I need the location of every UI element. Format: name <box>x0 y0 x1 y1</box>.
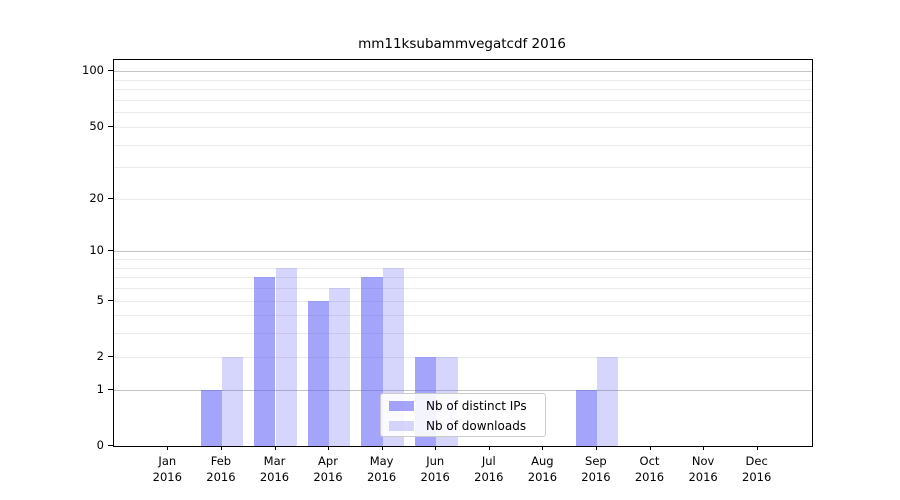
bar-distinct-ips <box>307 300 329 446</box>
x-tick-mark <box>756 446 758 450</box>
minor-gridline <box>114 300 812 302</box>
x-tick-mark <box>274 446 276 450</box>
legend-swatch-distinct-ips-icon <box>389 401 414 411</box>
y-tick-mark <box>108 388 113 390</box>
minor-gridline <box>114 259 812 260</box>
minor-gridline <box>114 79 812 81</box>
minor-gridline <box>114 144 812 146</box>
x-tick-mark <box>649 446 651 450</box>
plot-area: Nb of distinct IPs Nb of downloads <box>113 59 813 447</box>
y-tick-label: 10 <box>89 243 104 258</box>
y-tick-mark <box>108 197 113 199</box>
x-tick-mark <box>488 446 490 450</box>
x-tick-label: Oct 2016 <box>634 454 665 484</box>
x-tick-mark <box>381 446 383 450</box>
minor-gridline <box>114 126 812 128</box>
legend-label-downloads: Nb of downloads <box>426 419 527 433</box>
x-tick-label: Apr 2016 <box>313 454 343 484</box>
bar-distinct-ips <box>200 389 222 446</box>
bar-downloads <box>329 288 351 446</box>
minor-gridline <box>114 315 812 317</box>
x-tick-label: Nov 2016 <box>688 454 718 484</box>
legend-label-distinct-ips: Nb of distinct IPs <box>426 399 527 413</box>
legend-swatch-downloads-icon <box>389 421 414 431</box>
x-tick-label: Jan 2016 <box>152 454 182 484</box>
minor-gridline <box>114 167 812 169</box>
x-tick-label: Jul 2016 <box>474 454 504 484</box>
legend-item-downloads: Nb of downloads <box>389 416 545 436</box>
minor-gridline <box>114 198 812 200</box>
major-gridline <box>114 389 812 391</box>
x-tick-mark <box>435 446 437 450</box>
y-tick-mark <box>108 355 113 357</box>
x-tick-mark <box>703 446 705 450</box>
x-tick-mark <box>328 446 329 450</box>
x-tick-label: Dec 2016 <box>742 454 772 484</box>
minor-gridline <box>114 288 812 289</box>
y-tick-mark <box>108 299 113 301</box>
x-tick-label: May 2016 <box>366 454 397 484</box>
x-tick-label: Sep 2016 <box>581 454 611 484</box>
x-tick-mark <box>220 446 222 450</box>
bar-distinct-ips <box>254 277 276 446</box>
x-tick-mark <box>167 446 169 450</box>
minor-gridline <box>114 277 812 279</box>
y-tick-label: 50 <box>89 118 104 133</box>
bar-downloads <box>221 356 244 446</box>
x-tick-label: Aug 2016 <box>527 454 558 484</box>
major-gridline <box>114 71 812 73</box>
y-tick-mark <box>108 70 113 72</box>
bar-downloads <box>275 267 297 446</box>
x-tick-label: Feb 2016 <box>206 454 236 484</box>
bar-distinct-ips <box>361 277 383 446</box>
y-tick-label: 5 <box>96 292 104 307</box>
minor-gridline <box>114 89 812 91</box>
x-tick-mark <box>595 446 597 450</box>
minor-gridline <box>114 112 812 114</box>
bar-distinct-ips <box>575 389 597 446</box>
y-tick-label: 100 <box>82 63 104 78</box>
major-gridline <box>114 251 812 253</box>
y-tick-label: 0 <box>96 438 104 452</box>
bar-downloads <box>596 356 619 446</box>
minor-gridline <box>114 333 812 335</box>
x-tick-mark <box>542 446 544 450</box>
y-tick-mark <box>108 445 113 446</box>
x-tick-label: Mar 2016 <box>259 454 290 484</box>
legend-item-distinct-ips: Nb of distinct IPs <box>389 396 545 416</box>
y-tick-label: 1 <box>96 381 104 396</box>
y-tick-label: 20 <box>89 190 104 205</box>
y-tick-mark <box>108 250 113 252</box>
minor-gridline <box>114 267 812 269</box>
x-tick-label: Jun 2016 <box>420 454 450 484</box>
chart-title: mm11ksubammvegatcdf 2016 <box>358 36 566 52</box>
legend: Nb of distinct IPs Nb of downloads <box>380 393 546 437</box>
minor-gridline <box>114 99 812 101</box>
y-tick-label: 2 <box>96 348 104 363</box>
minor-gridline <box>114 356 812 358</box>
y-tick-mark <box>108 125 113 127</box>
